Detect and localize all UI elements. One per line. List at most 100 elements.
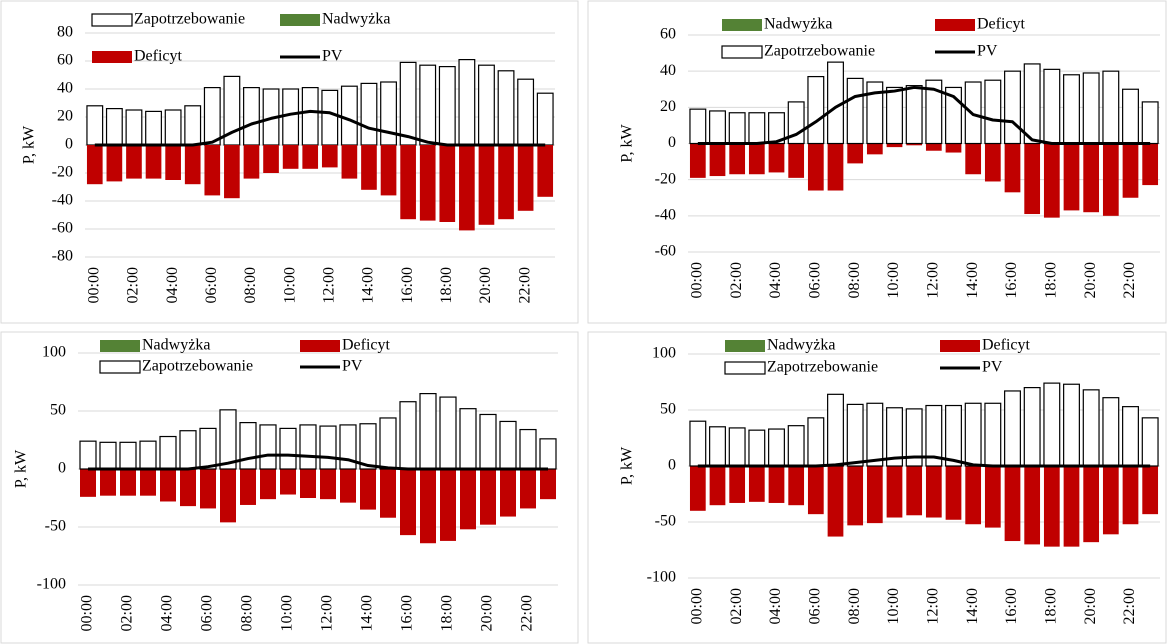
legend-label: Zapotrzebowanie (134, 11, 245, 28)
bar (340, 85, 358, 146)
bar (536, 92, 554, 146)
bar (302, 145, 319, 169)
legend-label: Zapotrzebowanie (142, 358, 253, 375)
x-tick-label: 14:00 (360, 267, 377, 303)
x-tick-label: 16:00 (1003, 588, 1020, 624)
bar (520, 469, 536, 509)
bar (1063, 74, 1080, 145)
bar (105, 107, 123, 146)
bar (728, 427, 746, 467)
bar (847, 466, 864, 526)
x-tick-label: 22:00 (1121, 588, 1138, 624)
bar (1142, 466, 1159, 515)
bar (827, 466, 844, 537)
y-tick-label: -60 (52, 220, 73, 237)
bar (1141, 417, 1159, 467)
bar (479, 413, 497, 470)
bar (866, 466, 883, 524)
bar (1043, 68, 1061, 145)
x-tick-label: 14:00 (964, 262, 981, 298)
bar (200, 469, 216, 509)
bar (203, 86, 221, 146)
bar (1102, 143, 1119, 216)
x-tick-label: 20:00 (477, 267, 494, 303)
y-tick-label: 80 (57, 24, 73, 41)
bar (321, 145, 338, 168)
bar (945, 466, 962, 520)
bar (86, 105, 104, 146)
chart-panel: -100 -50 0 50 100 00:00 02:00 04:00 06:00 08:00 10… (587, 331, 1167, 644)
bar (419, 145, 436, 221)
bar (219, 409, 237, 470)
y-tick-label: 40 (660, 62, 676, 79)
bar (709, 426, 726, 467)
legend-marker (725, 340, 765, 352)
bar (380, 81, 397, 146)
bar (500, 469, 516, 517)
bar (1141, 101, 1159, 145)
bar (768, 143, 785, 173)
y-tick-label: 20 (660, 98, 676, 115)
bar (1004, 70, 1021, 145)
bar (709, 466, 726, 506)
x-tick-label: 06:00 (203, 267, 220, 303)
bar (100, 469, 116, 496)
y-tick-label: 50 (50, 402, 66, 419)
bar (458, 58, 476, 146)
bar (165, 145, 181, 180)
bar (886, 407, 903, 467)
x-tick-label: 00:00 (79, 595, 96, 631)
y-tick-label: 0 (668, 134, 676, 151)
bar (945, 404, 962, 467)
x-tick-label: 20:00 (479, 595, 496, 631)
legend-marker (280, 14, 320, 26)
bar (440, 469, 456, 541)
bar (243, 145, 260, 179)
bar (689, 466, 706, 511)
bar (160, 469, 176, 502)
bar (1102, 466, 1119, 535)
y-tick-label: -50 (655, 513, 676, 530)
bar (1122, 466, 1139, 525)
legend-marker (940, 340, 980, 352)
bar (866, 81, 884, 145)
bar (866, 402, 884, 467)
bar (243, 86, 260, 146)
bar (1122, 143, 1139, 198)
x-tick-label: 22:00 (519, 595, 536, 631)
bar (984, 143, 1001, 182)
bar (1122, 88, 1139, 145)
x-tick-label: 16:00 (1003, 262, 1020, 298)
bar (1083, 466, 1100, 543)
legend-label: Deficyt (134, 48, 183, 65)
bar (729, 143, 746, 175)
pv-line (697, 85, 1151, 145)
bar (689, 420, 707, 467)
bar (319, 425, 337, 470)
bar (360, 82, 378, 146)
y-tick-label: -20 (52, 164, 73, 181)
x-tick-label: 18:00 (438, 267, 455, 303)
pv-line (88, 453, 548, 471)
legend-label: Deficyt (342, 337, 391, 354)
bar (140, 469, 156, 496)
y-tick-label: 100 (652, 345, 676, 362)
bar (380, 145, 397, 196)
bar (99, 441, 117, 470)
bar (925, 143, 942, 151)
bar (1083, 143, 1100, 213)
bar (419, 64, 437, 146)
y-tick-label: 60 (660, 26, 676, 43)
bar (906, 143, 923, 146)
bar (341, 145, 358, 179)
bar (459, 408, 477, 470)
x-tick-label: 02:00 (728, 588, 745, 624)
x-tick-label: 06:00 (807, 588, 824, 624)
x-tick-label: 22:00 (1121, 262, 1138, 298)
legend-marker (300, 340, 340, 352)
legend-marker (935, 19, 975, 31)
bar (145, 145, 162, 179)
bar (379, 417, 397, 470)
bar (1142, 143, 1159, 186)
